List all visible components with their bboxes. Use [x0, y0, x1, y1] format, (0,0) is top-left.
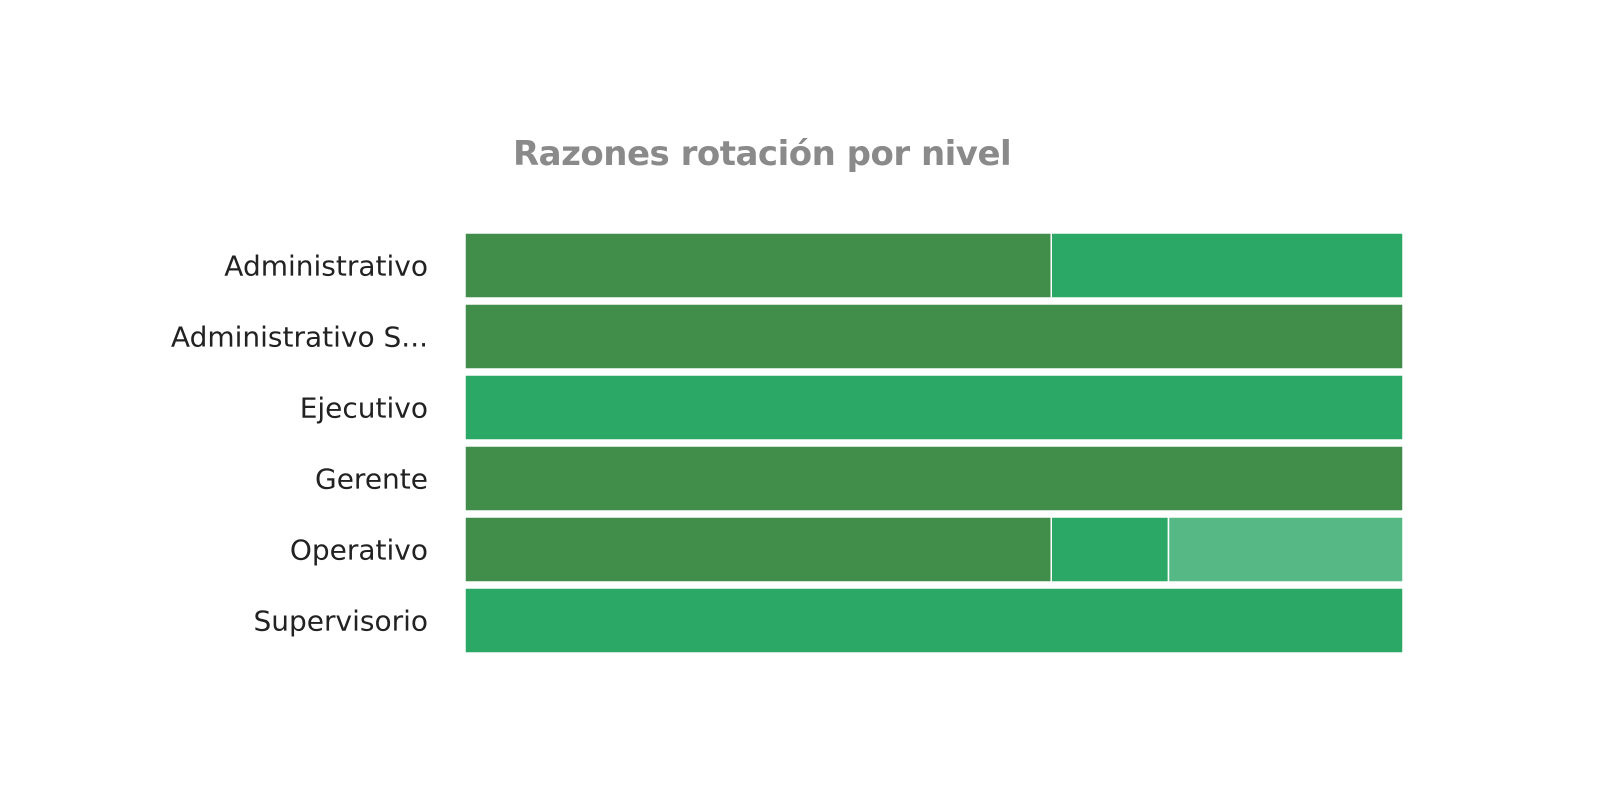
category-label: Administrativo S...	[171, 321, 428, 354]
category-label: Supervisorio	[253, 605, 428, 638]
category-label: Gerente	[315, 463, 428, 496]
bar-segment[interactable]	[464, 374, 1404, 441]
bar-segment[interactable]	[1050, 232, 1404, 299]
chart-title: Razones rotación por nivel	[513, 134, 1012, 174]
bar-segment[interactable]	[464, 445, 1404, 512]
bar-plot-area	[464, 232, 1404, 654]
bar-segment[interactable]	[464, 516, 1052, 583]
category-label: Ejecutivo	[300, 392, 428, 425]
bar-segment[interactable]	[464, 587, 1404, 654]
bar-segment[interactable]	[1167, 516, 1404, 583]
category-label: Administrativo	[224, 250, 428, 283]
bar-segment[interactable]	[1050, 516, 1170, 583]
bar-segment[interactable]	[464, 232, 1052, 299]
bar-segment[interactable]	[464, 303, 1404, 370]
category-axis: Administrativo Administrativo S... Ejecuti…	[171, 250, 428, 638]
category-label: Operativo	[290, 534, 428, 567]
